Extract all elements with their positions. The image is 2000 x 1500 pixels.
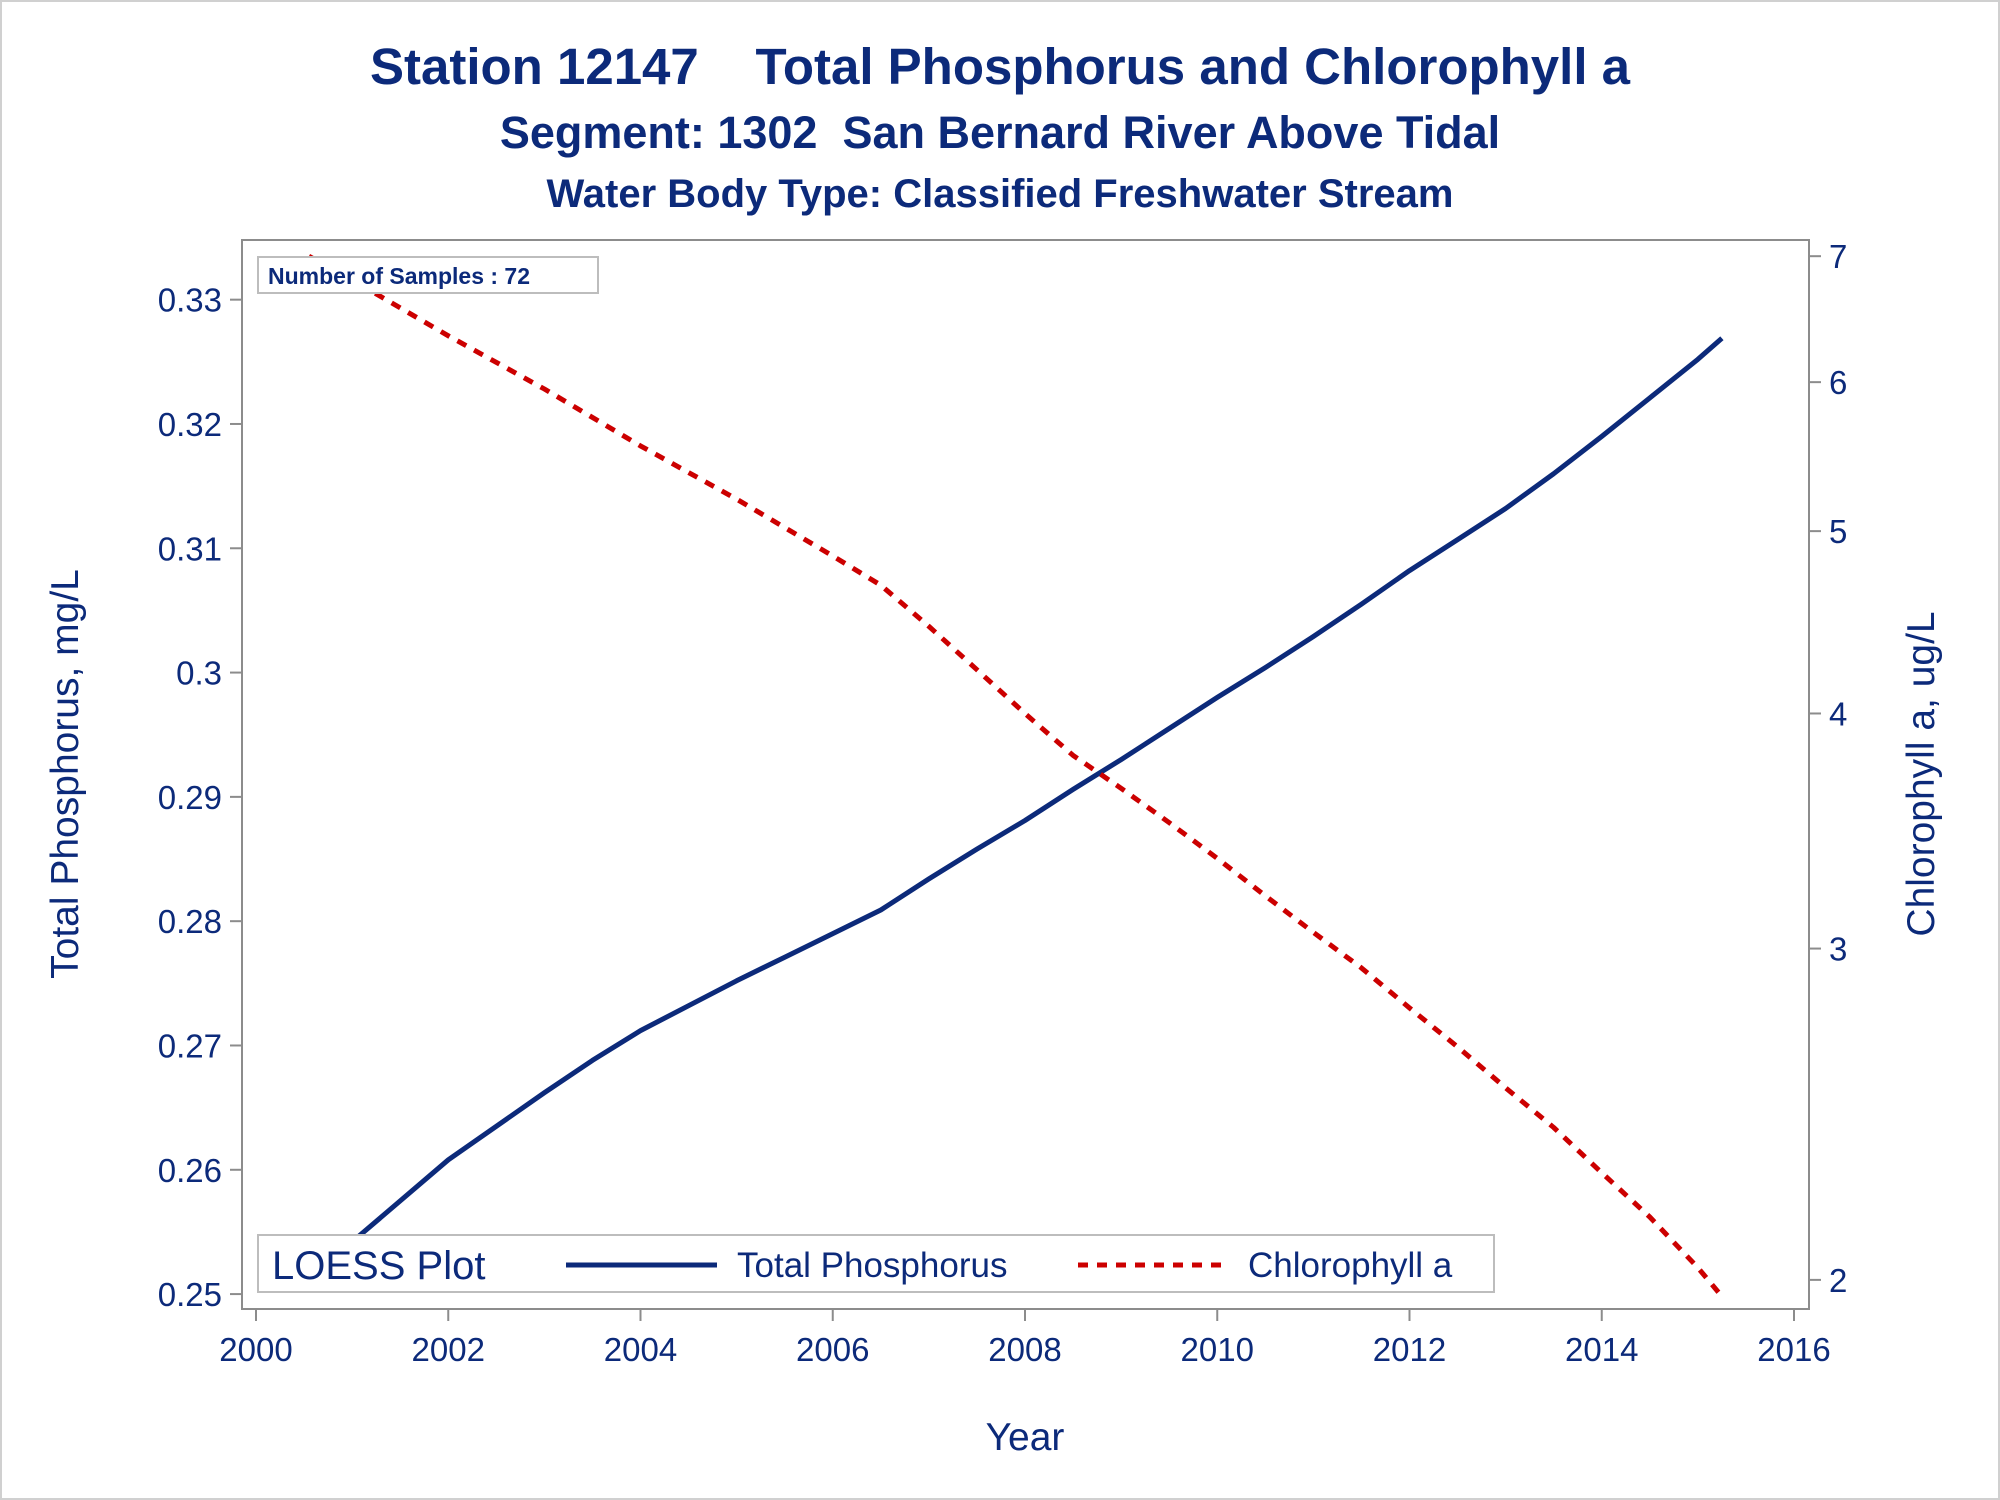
y-tick-label-0-32: 0.32	[158, 406, 222, 443]
y2-tick-label-6: 6	[1829, 364, 1847, 401]
y-tick-label-0-28: 0.28	[158, 903, 222, 940]
x-tick-label-2008: 2008	[988, 1331, 1061, 1368]
legend-box	[257, 1234, 1495, 1293]
y-tick-label-0-26: 0.26	[158, 1152, 222, 1189]
y2-axis-label: Chlorophyll a, ug/L	[1900, 611, 1943, 936]
y2-tick-label-7: 7	[1829, 238, 1847, 275]
chart-subtitle: Segment: 1302 San Bernard River Above Ti…	[500, 107, 1500, 158]
y-tick-label-0-27: 0.27	[158, 1027, 222, 1064]
legend: LOESS Plot Total Phosphorus Chlorophyll …	[257, 1234, 1495, 1293]
legend-title: LOESS Plot	[272, 1244, 485, 1288]
x-tick-label-2014: 2014	[1565, 1331, 1638, 1368]
y-tick-label-0-29: 0.29	[158, 779, 222, 816]
samples-inset-box	[257, 256, 599, 294]
y2-tick-label-2: 2	[1829, 1262, 1847, 1299]
y-tick-label-0-3: 0.3	[176, 655, 222, 692]
series-line-chlorophyll-a	[307, 254, 1724, 1299]
x-tick-label-2006: 2006	[796, 1331, 869, 1368]
x-tick-label-2002: 2002	[412, 1331, 485, 1368]
y-axis-right: 2 3 4 5 6 7	[1809, 238, 1847, 1299]
x-tick-label-2000: 2000	[219, 1331, 292, 1368]
legend-entry-total-phosphorus: Total Phosphorus	[737, 1246, 1007, 1285]
y2-tick-label-5: 5	[1829, 513, 1847, 550]
y-axis-label: Total Phosphorus, mg/L	[44, 569, 87, 979]
chart-subtitle-2: Water Body Type: Classified Freshwater S…	[547, 172, 1454, 216]
series-line-total-phosphorus	[307, 336, 1724, 1290]
x-tick-label-2010: 2010	[1181, 1331, 1254, 1368]
y-tick-label-0-33: 0.33	[158, 282, 222, 319]
x-axis-label: Year	[986, 1416, 1065, 1459]
y2-tick-label-4: 4	[1829, 695, 1847, 732]
samples-inset: Number of Samples : 72	[257, 256, 599, 294]
legend-entry-chlorophyll-a: Chlorophyll a	[1248, 1246, 1453, 1285]
x-tick-label-2004: 2004	[604, 1331, 677, 1368]
y-tick-label-0-25: 0.25	[158, 1276, 222, 1313]
x-tick-label-2016: 2016	[1757, 1331, 1830, 1368]
samples-inset-label: Number of Samples : 72	[268, 263, 530, 289]
plot-area	[241, 239, 1810, 1310]
x-tick-label-2012: 2012	[1373, 1331, 1446, 1368]
x-axis: 2000 2002 2004 2006 2008 2010 2012 2014 2016	[219, 1309, 1831, 1368]
y-tick-label-0-31: 0.31	[158, 530, 222, 567]
y-axis-left: 0.25 0.26 0.27 0.28 0.29 0.3 0.31 0.32 0.33	[158, 282, 242, 1313]
y2-tick-label-3: 3	[1829, 931, 1847, 968]
chart-title: Station 12147 Total Phosphorus and Chlor…	[370, 38, 1631, 95]
series-layer	[307, 254, 1724, 1299]
